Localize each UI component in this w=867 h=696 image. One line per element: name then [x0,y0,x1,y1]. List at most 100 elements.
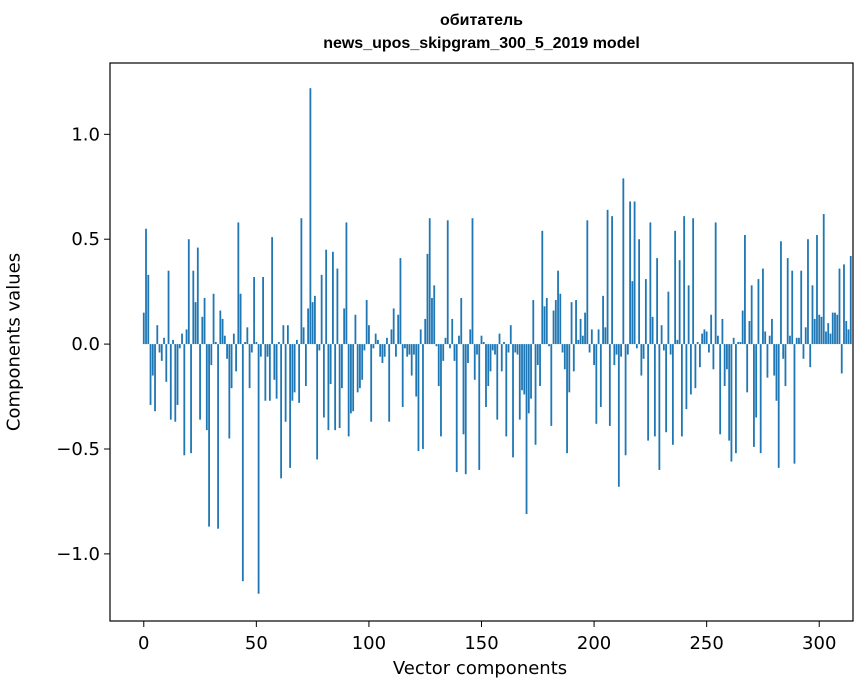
bar-290 [795,337,798,345]
bar-150 [480,335,483,345]
bar-191 [572,344,575,372]
bar-20 [187,239,190,345]
bar-226 [651,316,654,345]
bar-165 [514,344,517,353]
bar-288 [791,270,794,345]
bar-40 [232,333,235,345]
bar-216 [629,201,631,345]
y-tick-label: 0.5 [71,229,100,250]
bar-11 [167,270,170,345]
bar-156 [494,344,496,355]
bar-163 [509,325,512,345]
x-tick-label: 200 [577,633,611,654]
bar-240 [683,216,686,345]
bar-184 [557,270,559,345]
bar-68 [295,339,298,345]
bar-8 [160,344,163,361]
bar-170 [525,344,528,515]
bar-266 [741,310,744,345]
bar-188 [566,344,568,454]
bar-91 [347,344,350,437]
bar-122 [417,344,420,452]
bar-19 [185,329,188,345]
bar-199 [590,329,593,345]
bar-124 [422,344,424,449]
bar-172 [530,344,532,399]
bar-2 [147,274,150,345]
x-tick-label: 50 [245,633,268,654]
bar-149 [478,344,481,470]
bar-108 [386,337,388,345]
bar-18 [183,344,186,456]
bar-107 [383,344,386,357]
bar-296 [809,344,812,368]
bar-72 [304,344,307,387]
bar-207 [608,344,611,426]
bar-311 [843,264,845,345]
bar-278 [768,335,771,345]
bar-211 [617,344,620,487]
bar-279 [771,318,773,345]
bar-236 [674,230,677,345]
bar-132 [440,344,442,437]
bar-270 [750,285,753,345]
bar-261 [730,344,733,462]
bar-292 [800,270,803,345]
bar-162 [507,344,510,353]
bar-121 [415,344,418,397]
bar-293 [802,344,805,359]
bar-300 [818,314,821,345]
bar-195 [581,335,584,345]
bar-283 [780,241,782,345]
bar-96 [359,344,361,389]
bar-21 [190,344,192,454]
bar-273 [757,279,760,345]
bar-187 [563,344,566,370]
bar-23 [194,302,197,345]
bar-297 [811,285,814,345]
bar-52 [259,344,262,357]
bar-100 [368,325,370,345]
bar-15 [176,344,179,405]
x-tick-label: 0 [138,633,149,654]
bar-144 [467,344,469,363]
bar-148 [476,344,478,355]
bar-37 [226,344,228,359]
bar-139 [455,344,458,473]
bar-294 [804,327,807,345]
bar-160 [503,342,505,345]
bar-13 [172,339,174,345]
bar-146 [471,218,474,345]
bar-110 [390,329,393,345]
bar-298 [813,318,816,345]
bar-73 [307,308,310,345]
bar-228 [656,258,659,345]
bar-153 [487,344,490,387]
bar-164 [512,344,514,458]
bar-106 [381,344,384,363]
bar-254 [714,222,717,345]
bar-78 [318,344,321,351]
bar-218 [633,201,636,345]
bar-177 [541,230,544,345]
chart-title: обитатель [440,12,523,29]
bar-193 [577,339,580,345]
bar-271 [753,344,755,447]
bar-115 [401,344,404,408]
bar-135 [446,220,449,345]
bar-217 [631,281,634,345]
bar-38 [228,344,231,439]
bar-232 [665,344,668,433]
bar-262 [732,337,735,345]
bar-215 [626,344,629,355]
bar-225 [649,222,652,345]
bar-126 [426,253,429,345]
bar-141 [460,297,463,345]
bar-285 [784,344,787,387]
bar-264 [737,342,740,345]
bar-4 [151,344,154,376]
bar-93 [352,344,355,412]
bar-101 [370,344,373,422]
